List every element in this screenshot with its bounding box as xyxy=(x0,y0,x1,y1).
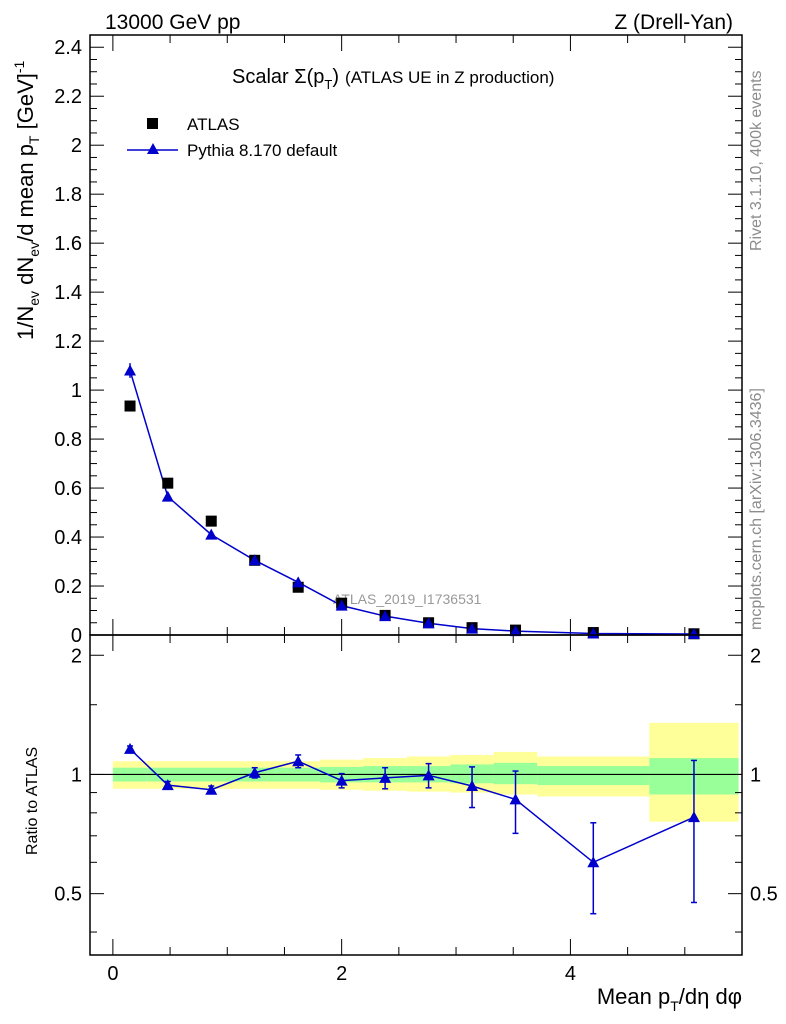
main-y-tick-label: 0.2 xyxy=(54,576,82,598)
main-y-tick-label: 1 xyxy=(71,380,82,402)
ratio-series-line xyxy=(129,748,695,864)
ratio-y-tick-label-right: 0.5 xyxy=(750,884,778,906)
main-y-tick-label: 1.8 xyxy=(54,184,82,206)
mc-data-point xyxy=(587,627,600,639)
x-tick-label: 4 xyxy=(565,963,576,985)
ratio-data-point xyxy=(205,783,218,795)
ratio-y-tick-label: 2 xyxy=(71,645,82,667)
main-y-tick-label: 1.6 xyxy=(54,233,82,255)
ratio-data-point xyxy=(509,793,522,805)
x-tick-label: 0 xyxy=(107,963,118,985)
ratio-data-point xyxy=(422,769,435,781)
mc-data-point xyxy=(466,622,479,634)
atlas-data-point xyxy=(205,515,217,527)
energy-label: 13000 GeV pp xyxy=(105,11,240,34)
ratio-uncertainty-bands xyxy=(112,722,739,822)
ratio-data-marks xyxy=(124,742,700,915)
mc-data-point xyxy=(509,625,522,637)
legend-mc-label: Pythia 8.170 default xyxy=(187,141,338,160)
atlas-data-point xyxy=(124,400,136,412)
main-y-tick-label: 2.2 xyxy=(54,86,82,108)
ratio-data-point xyxy=(335,774,348,786)
main-y-axis-label: 1/Nev dNev/d mean pT [GeV]-1 xyxy=(11,60,42,340)
ratio-y-axis-label: Ratio to ATLAS xyxy=(24,747,41,855)
ratio-y-tick-label-right: 1 xyxy=(750,764,761,786)
ratio-y-ticks: 0.5 0.5 1 1 2 2 xyxy=(54,645,778,933)
legend-atlas-marker xyxy=(147,118,158,129)
analysis-watermark: ATLAS_2019_I1736531 xyxy=(333,591,482,607)
ratio-y-tick-label: 1 xyxy=(71,764,82,786)
ratio-data-point xyxy=(379,771,392,783)
ratio-y-tick-label-right: 2 xyxy=(750,645,761,667)
mc-data-point xyxy=(379,610,392,622)
rivet-side-label: Rivet 3.1.10, 400k events xyxy=(748,70,765,251)
mc-data-point xyxy=(335,599,348,611)
legend: ATLAS Pythia 8.170 default xyxy=(127,115,338,160)
legend-atlas-label: ATLAS xyxy=(187,115,240,134)
mc-data-point xyxy=(205,528,218,540)
mc-data-point xyxy=(687,628,700,640)
ratio-data-point xyxy=(292,755,305,767)
ratio-data-point xyxy=(687,811,700,823)
main-y-tick-label: 1.4 xyxy=(54,282,82,304)
ratio-data-point xyxy=(124,742,137,754)
x-tick-label: 2 xyxy=(336,963,347,985)
ratio-inner-band xyxy=(537,766,650,786)
mc-data-point xyxy=(422,617,435,629)
x-axis-label: Mean pT/dη dφ xyxy=(597,984,742,1014)
ratio-x-ticks: 0 2 4 xyxy=(107,635,686,985)
mcplots-side-label: mcplots.cern.ch [arXiv:1306.3436] xyxy=(748,388,765,630)
mc-data-point xyxy=(124,364,137,376)
mc-data-point xyxy=(248,554,261,566)
main-data-marks xyxy=(124,363,700,640)
mc-series-line xyxy=(129,370,694,635)
main-y-tick-label: 0.6 xyxy=(54,478,82,500)
main-y-tick-label: 2.4 xyxy=(54,37,82,59)
main-x-ticks xyxy=(112,35,686,635)
ratio-data-point xyxy=(466,780,479,792)
legend-mc-marker xyxy=(147,143,159,154)
ratio-data-point xyxy=(248,766,261,778)
main-y-tick-label: 1.2 xyxy=(54,331,82,353)
ratio-data-point xyxy=(587,856,600,868)
mc-data-point xyxy=(161,490,174,502)
process-label: Z (Drell-Yan) xyxy=(614,11,733,34)
main-y-tick-label: 0.4 xyxy=(54,527,82,549)
ratio-data-point xyxy=(161,779,174,791)
ratio-plot-frame xyxy=(89,634,743,956)
main-y-tick-label: 0 xyxy=(71,625,82,647)
main-y-ticks: 0 0.2 0.4 0.6 0.8 1 1.2 1.4 1.6 1.8 2 2.2 2.4 xyxy=(54,34,742,647)
main-y-tick-label: 2 xyxy=(71,135,82,157)
mc-data-point xyxy=(292,576,305,588)
atlas-data-point xyxy=(162,477,174,489)
ratio-y-tick-label: 0.5 xyxy=(54,884,82,906)
main-plot-title: Scalar Σ(pT) (ATLAS UE in Z production) xyxy=(232,66,554,92)
main-y-tick-label: 0.8 xyxy=(54,429,82,451)
